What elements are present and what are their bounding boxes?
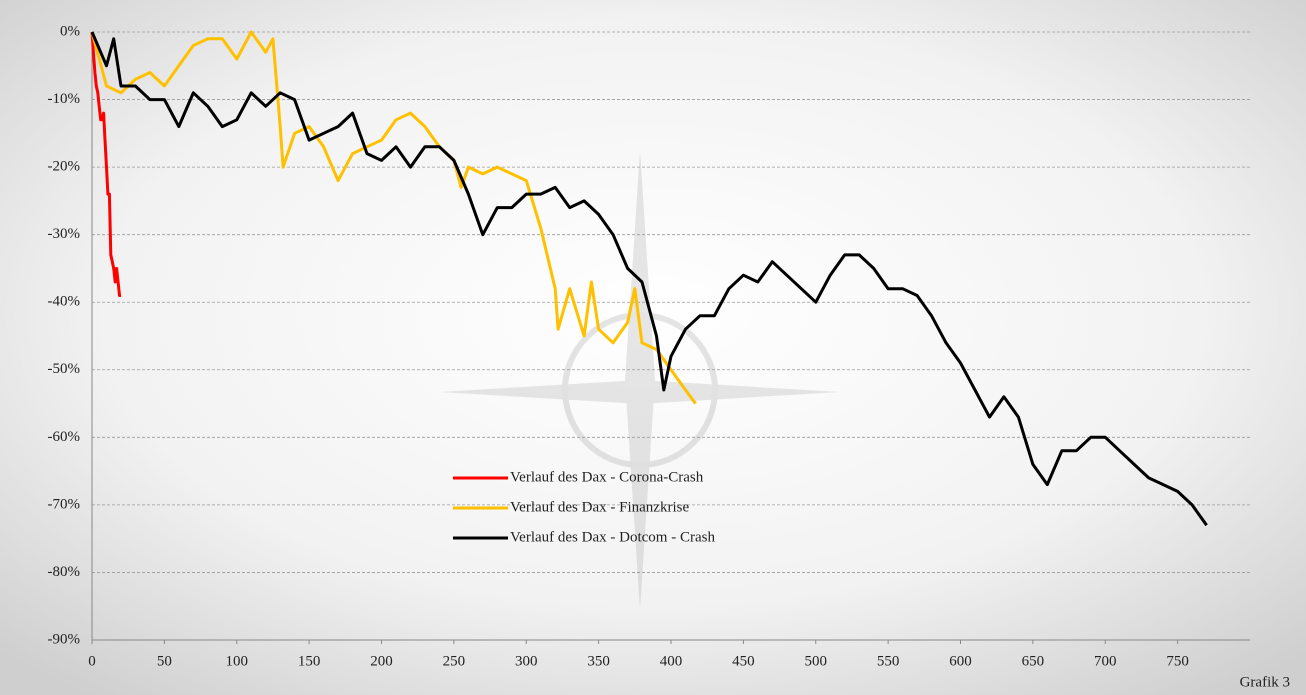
y-tick-label: -60% [48, 429, 81, 445]
y-tick-label: -10% [48, 91, 81, 107]
x-tick-label: 300 [515, 653, 538, 669]
x-tick-label: 700 [1094, 653, 1117, 669]
x-tick-label: 550 [877, 653, 900, 669]
y-tick-label: -90% [48, 631, 81, 647]
y-tick-label: 0% [60, 23, 80, 39]
x-tick-label: 350 [587, 653, 610, 669]
x-tick-label: 750 [1166, 653, 1189, 669]
annotation: Grafik 3 [1240, 674, 1290, 690]
legend-label: Verlauf des Dax - Finanzkrise [510, 499, 689, 515]
y-tick-label: -40% [48, 294, 81, 310]
x-tick-label: 250 [443, 653, 466, 669]
x-tick-label: 50 [157, 653, 172, 669]
x-tick-label: 650 [1022, 653, 1045, 669]
y-tick-label: -20% [48, 159, 81, 175]
x-tick-label: 0 [88, 653, 96, 669]
legend-label: Verlauf des Dax - Corona-Crash [510, 469, 704, 485]
x-tick-label: 600 [949, 653, 972, 669]
x-tick-label: 400 [660, 653, 683, 669]
x-tick-label: 200 [370, 653, 393, 669]
x-tick-label: 150 [298, 653, 321, 669]
y-tick-label: -70% [48, 496, 81, 512]
y-tick-label: -30% [48, 226, 81, 242]
y-tick-label: -80% [48, 564, 81, 580]
x-tick-label: 100 [226, 653, 249, 669]
y-tick-label: -50% [48, 361, 81, 377]
x-tick-label: 500 [805, 653, 828, 669]
x-tick-label: 450 [732, 653, 755, 669]
legend-label: Verlauf des Dax - Dotcom - Crash [510, 529, 715, 545]
chart: Grafik 3 0% -10% -20% -30% -40% -50% -60% -70% -… [0, 0, 1306, 695]
